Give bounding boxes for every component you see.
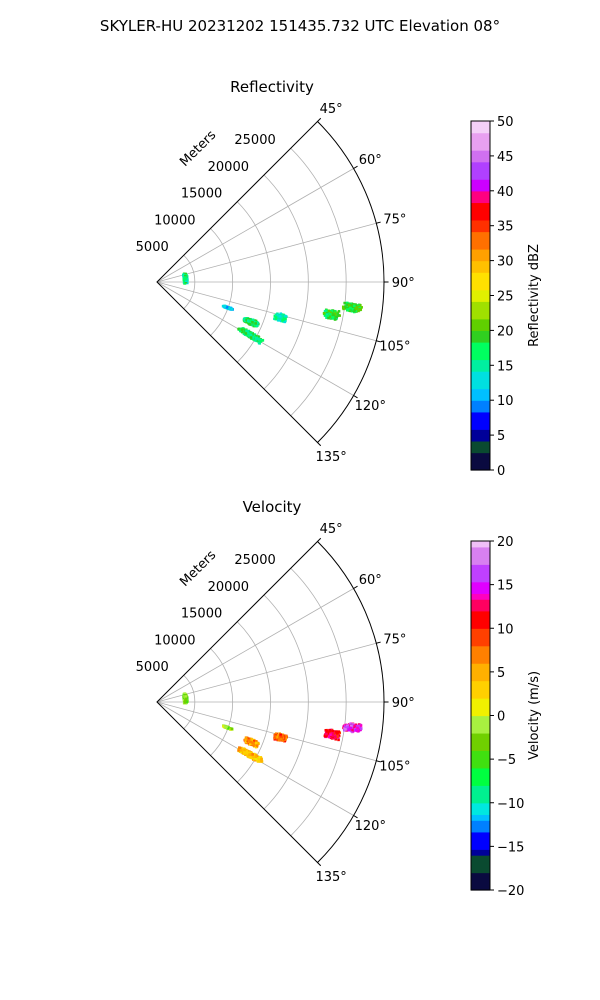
range-tick-label: 10000 — [154, 213, 195, 228]
theta-tick-label: 90° — [392, 276, 415, 291]
colorbar-tick-label: 15 — [497, 359, 514, 374]
theta-tick-label: 105° — [379, 340, 410, 355]
colorbar-tick-label: 0 — [497, 710, 505, 725]
sector-frame — [156, 540, 385, 864]
colorbar-tick-label: −5 — [497, 753, 516, 768]
echo-cluster — [221, 304, 234, 311]
range-tick-label: 20000 — [208, 160, 249, 175]
echo-cluster — [273, 312, 288, 324]
panel-title: Velocity — [243, 498, 302, 516]
colorbar: −20 −15 −10 −5 0 5 10 15 20 Velocity (m/s) — [470, 535, 542, 899]
colorbar-tick-label: −10 — [497, 797, 524, 812]
theta-tick-label: 120° — [355, 399, 386, 414]
echo-cluster — [222, 724, 234, 731]
colorbar: 0 5 10 15 20 25 30 35 40 45 50 Reflectivity dBZ — [470, 115, 542, 479]
colorbar-tick-label: 50 — [497, 115, 514, 130]
echo-cluster — [237, 327, 265, 345]
colorbar-tick-label: 40 — [497, 185, 514, 200]
colorbar-tick-label: 5 — [497, 666, 505, 681]
theta-tick-label: 45° — [320, 522, 343, 537]
colorbar-tick-label: −15 — [497, 840, 524, 855]
range-tick-label: 10000 — [154, 633, 195, 648]
colorbar-tick-label: 45 — [497, 150, 514, 165]
range-tick-label: 20000 — [208, 580, 249, 595]
range-tick-label: 15000 — [181, 607, 222, 622]
range-ring — [183, 254, 196, 310]
colorbar-tick-label: 10 — [497, 622, 514, 637]
theta-tick-label: 45° — [320, 102, 343, 117]
echo-cluster — [243, 736, 260, 749]
theta-tick-label: 60° — [359, 573, 382, 588]
range-ring — [210, 648, 233, 756]
theta-tick-label: 75° — [383, 632, 406, 647]
colorbar-label: Velocity (m/s) — [527, 671, 542, 760]
colorbar-tick-label: 30 — [497, 255, 514, 270]
colorbar-tick-label: 0 — [497, 464, 505, 479]
range-tick-label: 15000 — [181, 187, 222, 202]
echo-cluster — [341, 301, 363, 314]
theta-tick-label: 90° — [392, 696, 415, 711]
colorbar-tick-label: 10 — [497, 394, 514, 409]
colorbar-tick-label: 25 — [497, 290, 514, 305]
range-ring — [183, 674, 196, 730]
reflectivity-panel: Reflectivity45°60°75°90°105°120°135°5000… — [136, 78, 542, 479]
theta-tick-label: 105° — [379, 760, 410, 775]
colorbar-label: Reflectivity dBZ — [527, 244, 542, 347]
theta-tick-label: 135° — [315, 870, 346, 885]
echo-cluster — [323, 728, 342, 742]
figure-title: SKYLER-HU 20231202 151435.732 UTC Elevat… — [100, 17, 500, 35]
range-tick-label: 25000 — [234, 133, 275, 148]
colorbar-tick-label: 20 — [497, 324, 514, 339]
theta-tick-label: 135° — [315, 450, 346, 465]
panel-title: Reflectivity — [230, 78, 314, 96]
range-ring — [263, 594, 309, 810]
range-ring — [236, 621, 271, 783]
range-tick-label: 5000 — [136, 660, 169, 675]
echo-cluster — [182, 692, 189, 705]
echo-cluster — [242, 317, 260, 328]
velocity-panel: Velocity 45° 60° 75° 90° 105° 120° 135° 5000 1000… — [136, 498, 542, 899]
theta-tick-label: 75° — [383, 212, 406, 227]
range-tick-label: 25000 — [234, 553, 275, 568]
echo-cluster — [181, 272, 189, 285]
range-ring — [210, 228, 233, 336]
colorbar-tick-label: 20 — [497, 535, 514, 550]
range-ring — [290, 147, 347, 417]
colorbar-tick-label: 5 — [497, 429, 505, 444]
echo-cluster — [322, 308, 342, 321]
echo-cluster — [237, 746, 264, 763]
range-ring — [290, 567, 347, 837]
colorbar-tick-label: 35 — [497, 220, 514, 235]
echo-cluster — [273, 732, 289, 743]
range-ring — [263, 174, 309, 390]
sector-frame — [156, 120, 385, 444]
theta-tick-label: 120° — [355, 819, 386, 834]
colorbar-tick-label: −20 — [497, 884, 524, 899]
colorbar-tick-label: 15 — [497, 579, 514, 594]
echo-cluster — [342, 722, 363, 734]
theta-tick-label: 60° — [359, 153, 382, 168]
range-ring — [236, 201, 271, 363]
range-tick-label: 5000 — [136, 240, 169, 255]
